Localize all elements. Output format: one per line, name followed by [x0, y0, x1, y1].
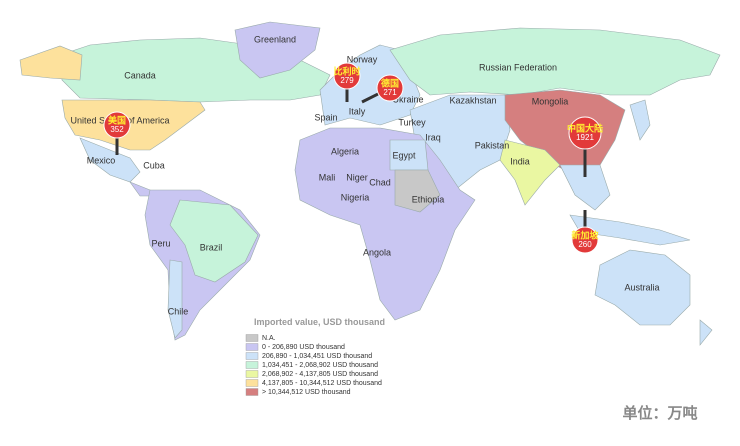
pin-name: 美国: [108, 114, 126, 125]
pin-name: 比利时: [333, 65, 360, 76]
country-label: Chad: [369, 177, 391, 187]
legend-label: > 10,344,512 USD thousand: [262, 389, 351, 396]
legend-swatch: [245, 379, 259, 387]
region: [594, 249, 691, 326]
legend-swatch: [245, 343, 259, 351]
pin-value: 271: [383, 88, 397, 97]
country-label: Canada: [124, 70, 156, 80]
region: [559, 164, 611, 211]
region: [499, 139, 561, 206]
pin-value: 352: [110, 125, 124, 134]
country-label: Ethiopia: [412, 194, 445, 204]
pin-name: 新加坡: [571, 229, 599, 240]
country-label: Turkey: [398, 117, 426, 127]
pin-value: 260: [578, 240, 592, 249]
country-label: Mexico: [87, 155, 116, 165]
country-label: Mali: [319, 172, 336, 182]
legend-title: Imported value, USD thousand: [254, 317, 385, 327]
region: [167, 259, 183, 339]
pin-name: 中国大陆: [567, 122, 603, 133]
country-label: Angola: [363, 247, 391, 257]
country-label: Mongolia: [532, 96, 569, 106]
pin: [568, 116, 602, 150]
region: [699, 319, 713, 346]
legend-label: 4,137,805 - 10,344,512 USD thousand: [262, 380, 382, 387]
country-label: India: [510, 156, 530, 166]
legend-swatch: [245, 334, 259, 342]
country-label: Kazakhstan: [449, 95, 496, 105]
pin-value: 279: [340, 76, 354, 85]
country-label: Australia: [624, 282, 659, 292]
legend-label: 2,068,902 - 4,137,805 USD thousand: [262, 371, 378, 378]
region: [394, 169, 441, 213]
legend-label: 1,034,451 - 2,068,902 USD thousand: [262, 362, 378, 369]
legend-label: N.A.: [262, 335, 276, 342]
country-label: Nigeria: [341, 192, 370, 202]
country-label: Egypt: [392, 150, 416, 160]
country-label: Pakistan: [475, 140, 510, 150]
country-label: Peru: [151, 238, 170, 248]
legend-label: 0 - 206,890 USD thousand: [262, 344, 345, 351]
region: [389, 27, 721, 96]
region: [629, 99, 651, 141]
pin-value: 1921: [576, 133, 594, 142]
country-label: Niger: [346, 172, 368, 182]
country-label: Iraq: [425, 132, 441, 142]
legend-swatch: [245, 352, 259, 360]
pin-name: 德国: [381, 77, 399, 88]
legend-swatch: [245, 388, 259, 396]
country-label: Russian Federation: [479, 62, 557, 72]
region: [19, 45, 83, 81]
region: [79, 137, 141, 183]
country-label: Spain: [314, 112, 337, 122]
legend-label: 206,890 - 1,034,451 USD thousand: [262, 353, 372, 360]
country-label: Greenland: [254, 34, 296, 44]
country-label: Chile: [168, 306, 189, 316]
country-label: Norway: [347, 54, 378, 64]
region: [234, 21, 321, 79]
country-label: Algeria: [331, 146, 359, 156]
unit-label: 单位：万吨: [622, 404, 697, 422]
land-layer: [19, 21, 721, 346]
pin: [333, 62, 361, 90]
region: [61, 99, 206, 151]
country-label: Ukraine: [392, 94, 423, 104]
pin: [376, 74, 404, 102]
country-label: Cuba: [143, 160, 165, 170]
country-label: Brazil: [200, 242, 223, 252]
region: [169, 199, 259, 283]
pin: [571, 226, 599, 254]
pin: [103, 111, 131, 139]
country-label: Italy: [349, 106, 366, 116]
legend-swatch: [245, 370, 259, 378]
legend-swatch: [245, 361, 259, 369]
